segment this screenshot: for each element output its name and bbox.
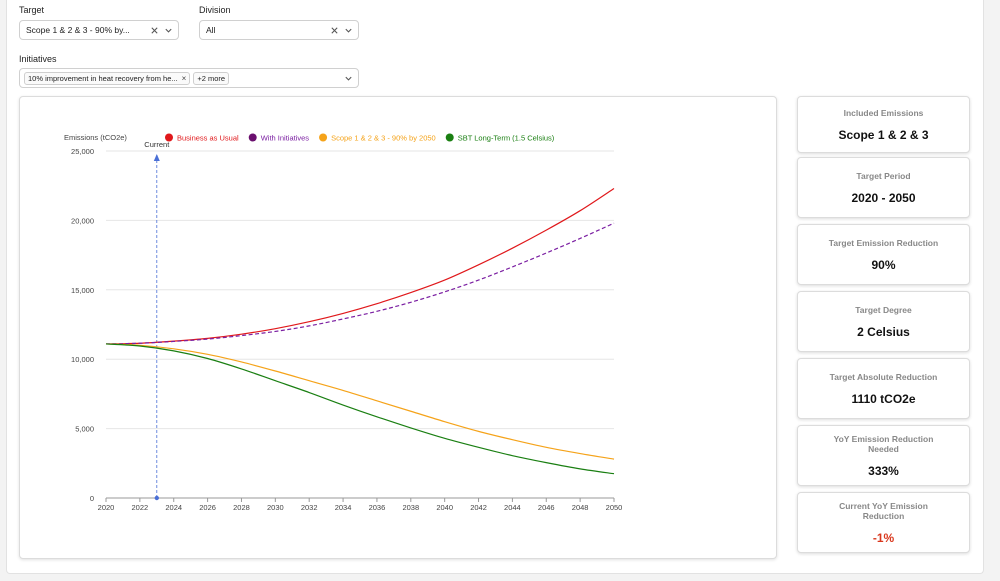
chevron-down-icon[interactable] [341,71,355,85]
division-label: Division [199,5,231,15]
x-tick-label: 2030 [267,503,284,512]
x-tick-label: 2028 [233,503,250,512]
series-line [105,343,615,460]
chip-remove-icon[interactable]: × [181,73,187,83]
legend-swatch [165,133,173,142]
x-tick-label: 2034 [335,503,352,512]
division-select[interactable]: All [199,20,359,40]
series-line [105,222,615,345]
stat-card: Included Emissions Scope 1 & 2 & 3 [797,96,970,153]
x-tick-label: 2046 [538,503,555,512]
y-tick-label: 20,000 [71,216,94,225]
initiative-chip[interactable]: 10% improvement in heat recovery from he… [24,71,191,85]
x-tick-label: 2022 [132,503,149,512]
x-tick-label: 2020 [98,503,115,512]
stat-card-value: Scope 1 & 2 & 3 [838,127,929,142]
stat-card-value: 333% [868,463,899,478]
stat-card-title: Target Absolute Reduction [829,371,938,382]
stat-card-title: YoY Emission Reduction Needed [833,433,934,454]
x-tick-label: 2032 [301,503,318,512]
stat-card: YoY Emission Reduction Needed 333% [797,425,970,486]
initiatives-label: Initiatives [19,54,57,64]
x-tick-label: 2026 [199,503,216,512]
stat-card-title: Current YoY Emission Reduction [839,500,928,521]
y-tick-label: 5,000 [75,425,94,434]
stat-card-title: Target Degree [855,304,912,315]
legend-swatch [319,133,328,142]
legend-label: With Initiatives [261,134,310,143]
initiatives-select[interactable]: 10% improvement in heat recovery from he… [19,68,359,88]
x-tick-label: 2040 [436,503,453,512]
stat-card-value: -1% [872,530,895,545]
legend-label: Scope 1 & 2 & 3 - 90% by 2050 [331,134,436,143]
stat-card-value: 90% [871,257,896,272]
x-tick-label: 2048 [572,503,589,512]
stat-card: Target Degree 2 Celsius [797,291,970,352]
target-select[interactable]: Scope 1 & 2 & 3 - 90% by... [19,20,179,40]
stat-card: Target Emission Reduction 90% [797,224,970,285]
current-marker-dot [154,495,159,501]
legend-swatch [248,133,257,142]
stat-card-title: Target Period [856,170,911,181]
x-tick-label: 2042 [470,503,487,512]
legend-label: Business as Usual [177,134,239,143]
stat-card-value: 2 Celsius [857,324,910,339]
close-icon[interactable] [327,23,341,37]
x-tick-label: 2038 [402,503,419,512]
legend-swatch [445,133,454,142]
current-marker-label: Current [144,140,170,149]
initiative-chip-label: 10% improvement in heat recovery from he… [28,73,178,83]
more-initiatives-chip[interactable]: +2 more [193,71,230,85]
stat-card-title: Included Emissions [843,107,924,118]
stat-card-value: 2020 - 2050 [851,190,916,205]
series-line [105,343,615,475]
x-tick-label: 2036 [369,503,386,512]
close-icon[interactable] [147,23,161,37]
chevron-down-icon[interactable] [341,23,355,37]
division-select-value: All [206,25,216,35]
stat-card-title: Target Emission Reduction [828,237,939,248]
current-marker-arrow [153,154,160,161]
legend-label: SBT Long-Term (1.5 Celsius) [458,134,555,143]
y-tick-label: 25,000 [71,147,94,156]
stat-card: Current YoY Emission Reduction -1% [797,492,970,553]
y-axis-label: Emissions (tCO2e) [64,133,127,142]
emissions-chart: 0 5,000 10,000 15,000 20,000 25,000 2020 2022 20… [64,133,623,512]
stat-card: Target Period 2020 - 2050 [797,157,970,218]
y-tick-label: 15,000 [71,286,94,295]
x-tick-label: 2024 [165,503,182,512]
target-select-value: Scope 1 & 2 & 3 - 90% by... [26,25,130,35]
chevron-down-icon[interactable] [161,23,175,37]
stat-card: Target Absolute Reduction 1110 tCO2e [797,358,970,419]
x-tick-label: 2044 [504,503,521,512]
x-tick-label: 2050 [606,503,623,512]
page-container: Target Scope 1 & 2 & 3 - 90% by... Divis… [6,0,984,574]
stat-card-value: 1110 tCO2e [851,391,916,406]
y-tick-label: 10,000 [71,355,94,364]
y-tick-label: 0 [90,494,94,503]
series-line [105,187,615,345]
emissions-chart-card: 0 5,000 10,000 15,000 20,000 25,000 2020 2022 20… [19,96,777,559]
target-label: Target [19,5,45,15]
